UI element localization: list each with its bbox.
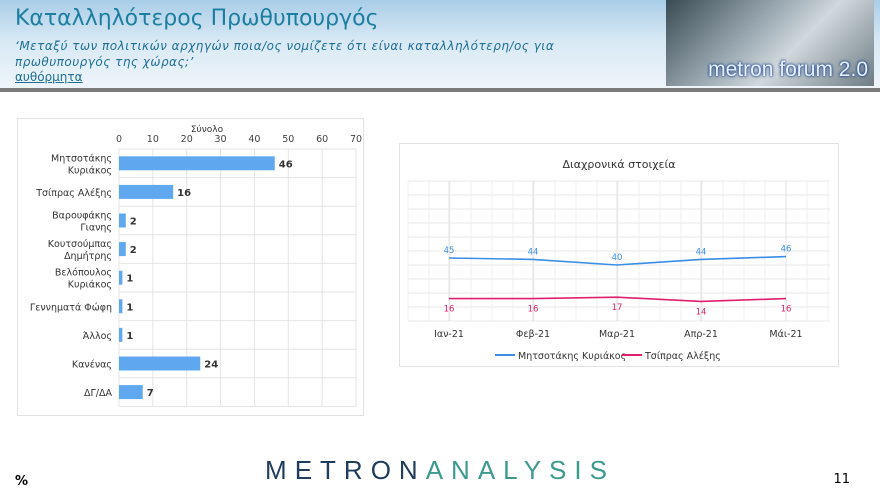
brand-a: METRON bbox=[265, 455, 426, 485]
series-line bbox=[448, 255, 787, 266]
question-text: ‘Μεταξύ των πολιτικών αρχηγών ποια/ος νο… bbox=[15, 39, 555, 69]
bar bbox=[119, 299, 123, 314]
bar bbox=[119, 242, 126, 257]
x-tick-label: Μάι-21 bbox=[769, 329, 802, 340]
bar bbox=[119, 385, 143, 400]
data-label: 46 bbox=[279, 159, 293, 170]
data-label: 14 bbox=[696, 307, 707, 317]
x-tick-label: Φεβ-21 bbox=[516, 329, 550, 340]
x-tick-label: Απρ-21 bbox=[684, 329, 718, 340]
line-chart: Διαχρονικά στοιχεία Ιαν-21 Φεβ-21 Μαρ-21 Απρ… bbox=[407, 158, 830, 362]
x-tick-label: 50 bbox=[282, 134, 294, 145]
spontaneous-link[interactable]: αυθόρμητα bbox=[15, 70, 83, 84]
category-label: Κυριάκος bbox=[68, 280, 112, 291]
data-label: 16 bbox=[528, 305, 539, 315]
series-line bbox=[449, 296, 787, 303]
category-label: Κουτσούμπας bbox=[48, 239, 112, 250]
legend-label: Τσίπρας Αλέξης bbox=[644, 351, 721, 362]
data-label: 16 bbox=[781, 305, 792, 315]
x-tick-label: Ιαν-21 bbox=[434, 329, 464, 340]
category-label: Βαρουφάκης bbox=[52, 211, 112, 222]
data-label: 1 bbox=[126, 274, 133, 285]
header: Καταλληλότερος Πρωθυπουργός ‘Μεταξύ των … bbox=[0, 0, 880, 92]
brand-b: ANALYSIS bbox=[425, 455, 615, 485]
data-label: 17 bbox=[612, 303, 623, 313]
chart-title: Διαχρονικά στοιχεία bbox=[563, 158, 676, 171]
data-label: 16 bbox=[444, 305, 455, 315]
category-label: Βελόπουλος bbox=[55, 268, 112, 279]
x-tick-label: 20 bbox=[181, 134, 193, 145]
data-label: 44 bbox=[696, 247, 707, 257]
x-tick-label: 10 bbox=[147, 134, 159, 145]
x-tick-label: 60 bbox=[316, 134, 328, 145]
data-label: 1 bbox=[126, 331, 133, 342]
page-title: Καταλληλότερος Πρωθυπουργός bbox=[15, 6, 379, 31]
data-label: 1 bbox=[126, 302, 133, 313]
data-label: 45 bbox=[444, 246, 455, 256]
bar bbox=[119, 213, 126, 228]
data-label: 2 bbox=[130, 217, 137, 228]
chart-title: Σύνολο bbox=[191, 124, 224, 135]
category-label: Κυριάκος bbox=[68, 165, 112, 176]
x-tick-label: 40 bbox=[248, 134, 260, 145]
logo-text: metron forum 2.0 bbox=[708, 58, 868, 81]
data-label: 7 bbox=[147, 388, 154, 399]
category-label: Δημήτρης bbox=[64, 251, 112, 262]
bar-chart-panel: Σύνολο 0 10 20 30 40 50 60 70 46 Μητσοτάκης Κυριάκο… bbox=[17, 118, 364, 416]
category-label: Μητσοτάκης bbox=[51, 153, 112, 164]
data-label: 24 bbox=[204, 360, 218, 371]
metron-forum-logo: metron forum 2.0 bbox=[666, 0, 874, 86]
category-label: Γεννηματά Φώφη bbox=[30, 302, 112, 313]
bar bbox=[119, 327, 123, 342]
page-number: 11 bbox=[833, 472, 850, 487]
category-label: Άλλος bbox=[83, 331, 112, 342]
legend-label: Μητσοτάκης Κυριάκος bbox=[518, 351, 626, 362]
data-label: 46 bbox=[781, 245, 792, 255]
data-label: 40 bbox=[612, 253, 623, 263]
category-label: ΔΓ/ΔΑ bbox=[84, 388, 112, 399]
line-chart-panel: Διαχρονικά στοιχεία Ιαν-21 Φεβ-21 Μαρ-21 Απρ… bbox=[399, 143, 839, 367]
bar bbox=[119, 156, 275, 171]
x-tick-label: 30 bbox=[215, 134, 227, 145]
bar bbox=[119, 356, 201, 371]
data-label: 16 bbox=[177, 188, 191, 199]
metron-analysis-logo: METRONANALYSIS bbox=[0, 455, 880, 486]
unit-label: % bbox=[15, 474, 29, 489]
bar bbox=[119, 184, 174, 199]
data-label: 44 bbox=[528, 247, 539, 257]
data-label: 2 bbox=[130, 245, 137, 256]
category-label: Γιανης bbox=[80, 223, 112, 234]
x-tick-label: Μαρ-21 bbox=[599, 329, 635, 340]
category-label: Τσίπρας Αλέξης bbox=[35, 188, 112, 199]
category-label: Κανένας bbox=[72, 360, 112, 371]
x-tick-label: 0 bbox=[116, 134, 122, 145]
x-tick-label: 70 bbox=[350, 134, 362, 145]
bar bbox=[119, 270, 123, 285]
